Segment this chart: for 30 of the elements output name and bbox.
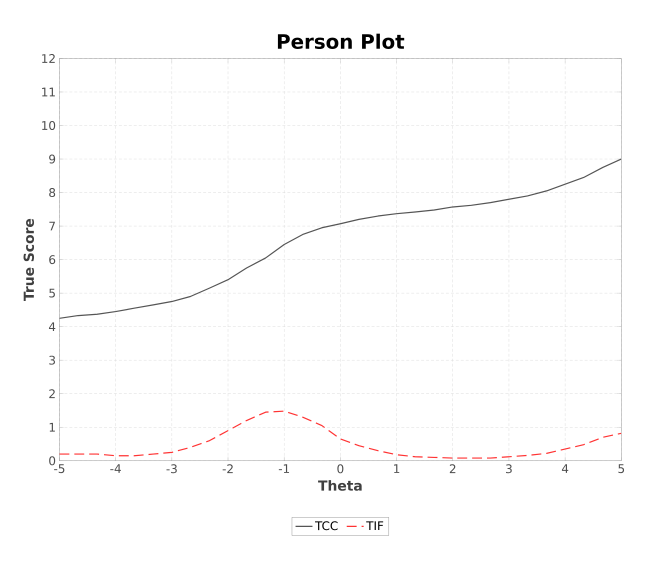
x-tick-label: 4 xyxy=(562,464,568,474)
x-axis-title: Theta xyxy=(318,480,362,491)
x-tick-label: 0 xyxy=(337,464,344,474)
y-tick-label: 5 xyxy=(49,288,55,298)
y-tick-label: 3 xyxy=(49,356,55,365)
line-series xyxy=(59,158,622,320)
x-tick-label: -2 xyxy=(222,464,233,474)
y-tick-label: 4 xyxy=(48,322,56,332)
y-tick-label: 7 xyxy=(49,222,55,231)
legend-label: TCC xyxy=(315,521,338,530)
x-tick-label: 3 xyxy=(506,464,512,474)
x-tick-label: -1 xyxy=(278,464,290,474)
x-tick-label: 5 xyxy=(618,464,624,474)
x-tick-label: -5 xyxy=(54,464,64,474)
y-tick-label: 11 xyxy=(42,88,55,96)
y-tick-label: 9 xyxy=(49,154,56,164)
legend-label: TIF xyxy=(366,521,384,530)
y-tick-label: 6 xyxy=(49,255,56,264)
y-tick-label: 10 xyxy=(42,121,56,130)
x-tick-label: 2 xyxy=(450,464,456,474)
x-tick-label: -4 xyxy=(110,464,121,474)
y-tick-label: 8 xyxy=(49,188,56,198)
x-tick-label: -3 xyxy=(166,464,177,474)
y-tick-label: 0 xyxy=(49,456,56,466)
x-tick-label: 1 xyxy=(394,464,400,474)
y-tick-label: 12 xyxy=(42,54,55,64)
y-tick-label: 1 xyxy=(50,423,55,432)
y-tick-label: 2 xyxy=(49,389,55,398)
y-axis-title: True Score xyxy=(24,219,34,302)
chart-title: Person Plot xyxy=(278,34,404,50)
